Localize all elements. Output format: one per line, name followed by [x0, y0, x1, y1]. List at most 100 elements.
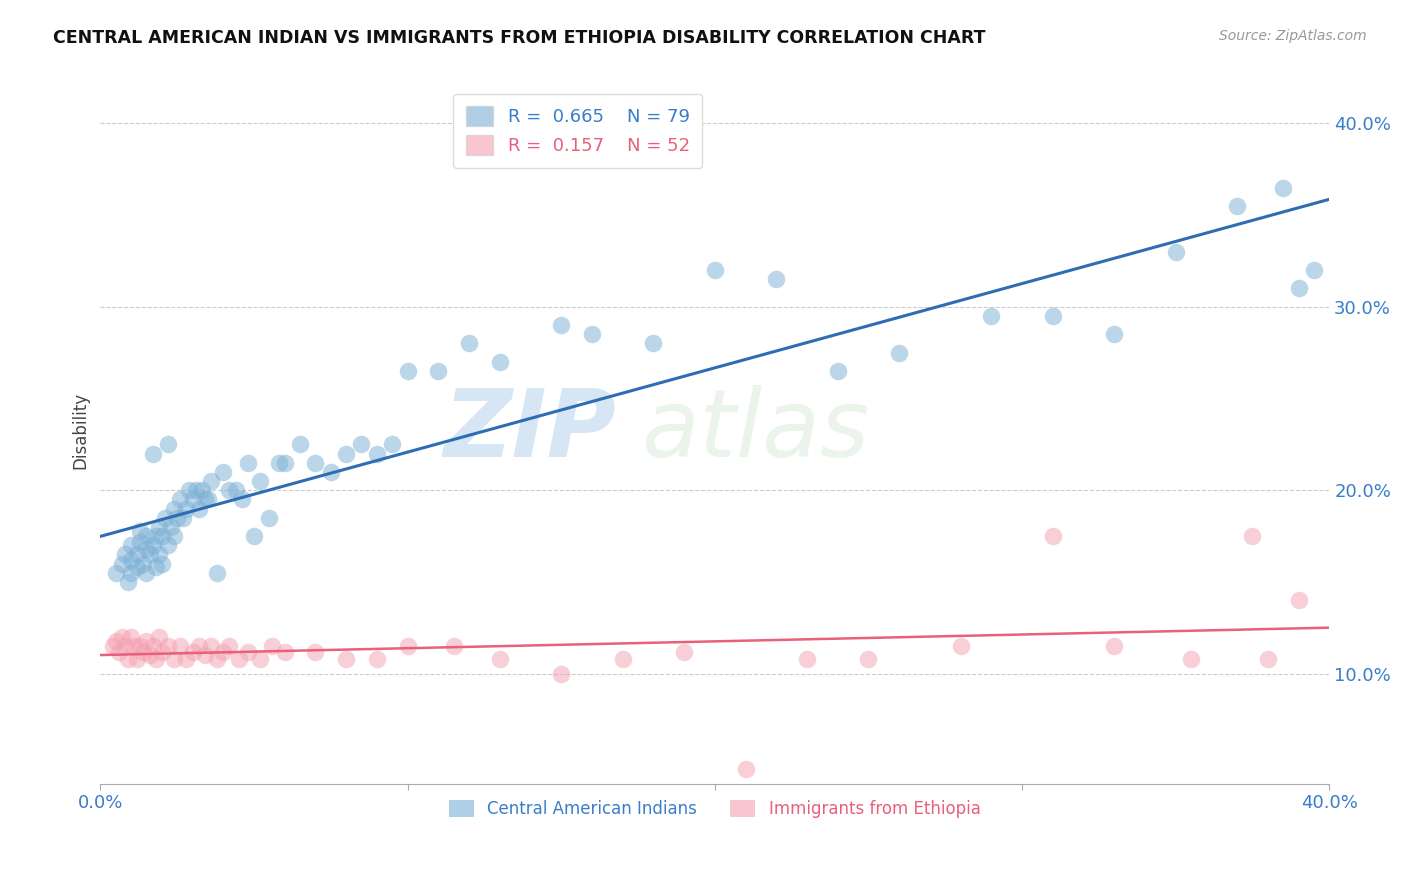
Point — [127, 560, 149, 574]
Point — [443, 639, 465, 653]
Point — [612, 652, 634, 666]
Point — [212, 645, 235, 659]
Text: Source: ZipAtlas.com: Source: ZipAtlas.com — [1219, 29, 1367, 43]
Point — [488, 355, 510, 369]
Point — [1288, 593, 1310, 607]
Point — [129, 524, 152, 538]
Point — [181, 645, 204, 659]
Point — [273, 645, 295, 659]
Point — [858, 652, 880, 666]
Point — [243, 529, 266, 543]
Point — [148, 520, 170, 534]
Point — [156, 639, 179, 653]
Point — [104, 633, 127, 648]
Text: ZIP: ZIP — [444, 384, 616, 476]
Point — [169, 492, 191, 507]
Point — [262, 639, 284, 653]
Point — [132, 557, 155, 571]
Point — [181, 492, 204, 507]
Point — [550, 318, 572, 332]
Y-axis label: Disability: Disability — [72, 392, 89, 469]
Point — [101, 639, 124, 653]
Point — [1226, 199, 1249, 213]
Point — [153, 510, 176, 524]
Point — [114, 639, 136, 653]
Point — [205, 652, 228, 666]
Point — [120, 566, 142, 580]
Point — [120, 553, 142, 567]
Point — [127, 652, 149, 666]
Point — [1102, 639, 1125, 653]
Point — [197, 492, 219, 507]
Point — [200, 639, 222, 653]
Point — [163, 652, 186, 666]
Point — [187, 639, 209, 653]
Point — [169, 639, 191, 653]
Point — [129, 534, 152, 549]
Point — [488, 652, 510, 666]
Text: CENTRAL AMERICAN INDIAN VS IMMIGRANTS FROM ETHIOPIA DISABILITY CORRELATION CHART: CENTRAL AMERICAN INDIAN VS IMMIGRANTS FR… — [53, 29, 986, 46]
Point — [259, 510, 281, 524]
Point — [148, 630, 170, 644]
Point — [288, 437, 311, 451]
Point — [111, 557, 134, 571]
Point — [273, 456, 295, 470]
Point — [160, 520, 183, 534]
Point — [148, 548, 170, 562]
Point — [135, 541, 157, 556]
Point — [156, 538, 179, 552]
Point — [184, 483, 207, 498]
Point — [949, 639, 972, 653]
Point — [1288, 281, 1310, 295]
Point — [138, 548, 160, 562]
Point — [396, 639, 419, 653]
Point — [194, 648, 217, 663]
Point — [267, 456, 290, 470]
Point — [190, 483, 212, 498]
Point — [187, 501, 209, 516]
Point — [145, 560, 167, 574]
Point — [249, 652, 271, 666]
Point — [581, 327, 603, 342]
Point — [166, 510, 188, 524]
Point — [218, 639, 240, 653]
Point — [194, 492, 217, 507]
Point — [1241, 529, 1264, 543]
Point — [117, 652, 139, 666]
Point — [145, 652, 167, 666]
Point — [150, 557, 173, 571]
Point — [1102, 327, 1125, 342]
Point — [132, 645, 155, 659]
Point — [129, 639, 152, 653]
Point — [176, 501, 198, 516]
Point — [350, 437, 373, 451]
Point — [135, 633, 157, 648]
Point — [111, 630, 134, 644]
Point — [231, 492, 253, 507]
Point — [200, 474, 222, 488]
Point — [458, 336, 481, 351]
Point — [1164, 244, 1187, 259]
Point — [1257, 652, 1279, 666]
Point — [1272, 180, 1295, 194]
Point — [142, 446, 165, 460]
Point — [550, 666, 572, 681]
Point — [1302, 263, 1324, 277]
Point — [104, 566, 127, 580]
Point — [107, 645, 129, 659]
Point — [304, 645, 326, 659]
Point — [249, 474, 271, 488]
Point — [1042, 529, 1064, 543]
Point — [643, 336, 665, 351]
Point — [142, 538, 165, 552]
Point — [889, 345, 911, 359]
Point — [366, 652, 388, 666]
Point — [396, 364, 419, 378]
Point — [734, 762, 756, 776]
Point — [335, 652, 357, 666]
Point — [673, 645, 696, 659]
Point — [156, 437, 179, 451]
Point — [138, 648, 160, 663]
Point — [1042, 309, 1064, 323]
Point — [1180, 652, 1202, 666]
